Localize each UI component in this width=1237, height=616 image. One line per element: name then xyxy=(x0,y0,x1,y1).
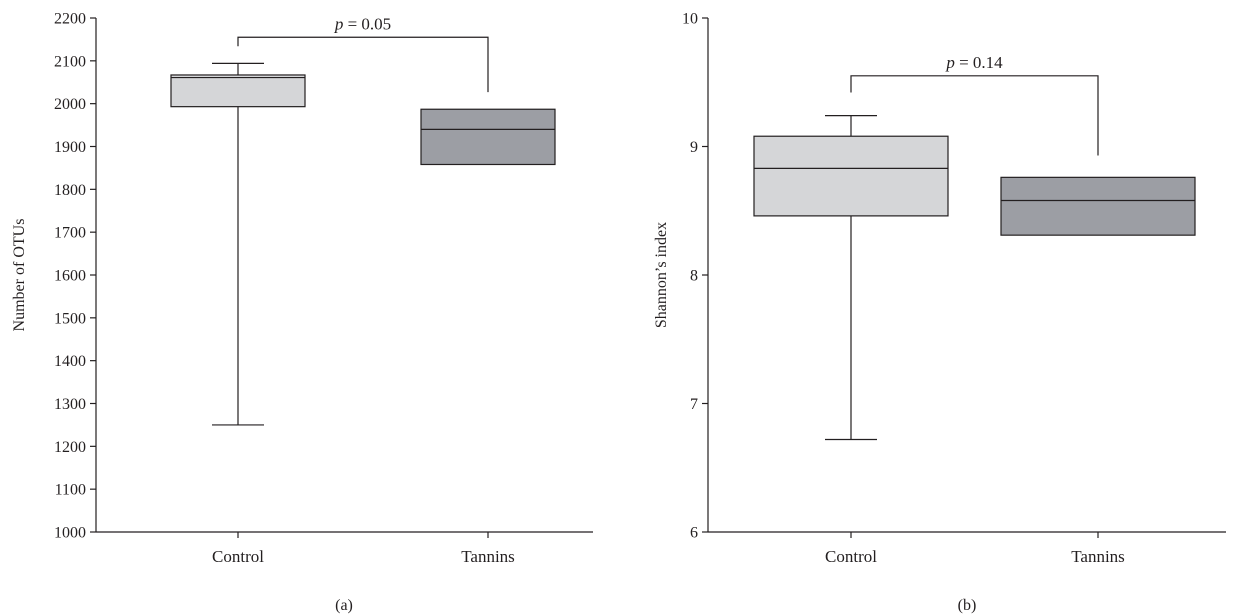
significance-bracket xyxy=(237,36,489,93)
x-tick-label: Control xyxy=(212,547,264,566)
p-value-text: = 0.14 xyxy=(955,53,1003,72)
x-tick-label: Tannins xyxy=(1071,547,1125,566)
box-rect xyxy=(170,74,306,108)
y-tick-label: 1500 xyxy=(54,310,86,327)
box-control xyxy=(170,62,306,426)
p-value-text: = 0.05 xyxy=(343,14,391,33)
y-tick-label: 7 xyxy=(690,396,698,413)
y-axis-title: Shannon’s index xyxy=(653,222,670,328)
significance-bracket xyxy=(850,75,1099,156)
y-tick-label: 1000 xyxy=(54,525,86,542)
y-tick-label: 10 xyxy=(682,11,698,28)
y-tick-label: 1600 xyxy=(54,268,86,285)
y-tick-label: 1400 xyxy=(54,353,86,370)
chart-panel-b: 6 7 8 9 10 Shannon’s index Control Tannins p = 0… xyxy=(653,11,1226,614)
panel-label: (a) xyxy=(335,597,353,614)
box-rect xyxy=(753,135,949,217)
box-control xyxy=(753,115,949,441)
y-tick-label: 8 xyxy=(690,268,698,285)
panel-label: (b) xyxy=(958,597,977,614)
y-tick-label: 2000 xyxy=(54,96,86,113)
y-tick-label: 2200 xyxy=(54,11,86,28)
y-tick-label: 1300 xyxy=(54,396,86,413)
p-symbol: p xyxy=(334,14,344,33)
box-tannins xyxy=(420,108,556,166)
y-tick-label: 9 xyxy=(690,139,698,156)
y-tick-label: 1800 xyxy=(54,182,86,199)
box-rect xyxy=(420,108,556,166)
y-tick-label: 1900 xyxy=(54,139,86,156)
y-axis-title: Number of OTUs xyxy=(11,219,28,332)
x-tick-label: Control xyxy=(825,547,877,566)
box-tannins xyxy=(1000,176,1196,236)
y-tick-label: 6 xyxy=(690,525,698,542)
p-symbol: p xyxy=(945,53,955,72)
y-tick-label: 1100 xyxy=(55,482,86,499)
x-tick-label: Tannins xyxy=(461,547,515,566)
p-value-label: p = 0.05 xyxy=(334,14,391,33)
y-tick-label: 2100 xyxy=(54,53,86,70)
box-rect xyxy=(1000,176,1196,236)
chart-panel-a: 1000 1100 1200 1300 1400 1500 1600 1700 1800 1900… xyxy=(11,11,593,614)
y-tick-label: 1700 xyxy=(54,225,86,242)
p-value-label: p = 0.14 xyxy=(945,53,1003,72)
y-tick-label: 1200 xyxy=(54,439,86,456)
